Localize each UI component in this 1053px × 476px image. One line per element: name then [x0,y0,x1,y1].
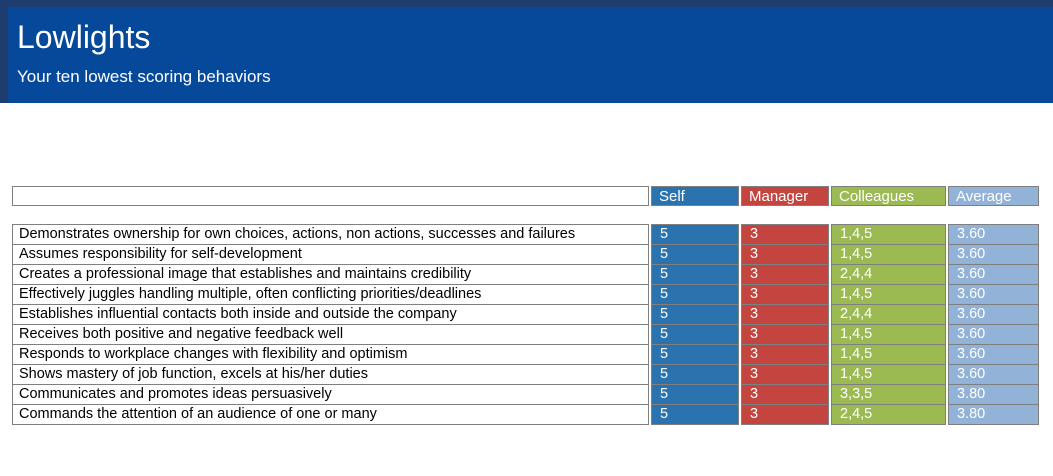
column-header-colleagues: Colleagues [831,186,946,206]
table-row: Establishes influential contacts both in… [12,304,1041,325]
behavior-cell: Responds to workplace changes with flexi… [12,344,649,365]
self-score-cell: 5 [651,324,739,345]
colleagues-score-cell: 2,4,5 [831,404,946,425]
colleagues-score-cell: 1,4,5 [831,224,946,245]
page-title: Lowlights [17,19,151,55]
self-score-cell: 5 [651,304,739,325]
behavior-header-cell-empty [12,186,649,206]
self-score-cell: 5 [651,384,739,405]
colleagues-score-cell: 3,3,5 [831,384,946,405]
manager-score-cell: 3 [741,224,829,245]
average-score-cell: 3.60 [948,284,1039,305]
behavior-cell: Demonstrates ownership for own choices, … [12,224,649,245]
behavior-cell: Creates a professional image that establ… [12,264,649,285]
behavior-cell: Shows mastery of job function, excels at… [12,364,649,385]
table-row: Assumes responsibility for self-developm… [12,244,1041,265]
table-row: Creates a professional image that establ… [12,264,1041,285]
manager-score-cell: 3 [741,264,829,285]
average-score-cell: 3.60 [948,244,1039,265]
behavior-cell: Establishes influential contacts both in… [12,304,649,325]
manager-score-cell: 3 [741,304,829,325]
manager-score-cell: 3 [741,244,829,265]
page-subtitle: Your ten lowest scoring behaviors [17,67,271,86]
average-score-cell: 3.60 [948,364,1039,385]
lowlights-score-table: Self Manager Colleagues Average Demonstr… [12,186,1041,425]
average-score-cell: 3.60 [948,224,1039,245]
manager-score-cell: 3 [741,344,829,365]
colleagues-score-cell: 1,4,5 [831,284,946,305]
average-score-cell: 3.60 [948,304,1039,325]
behavior-cell: Assumes responsibility for self-developm… [12,244,649,265]
self-score-cell: 5 [651,224,739,245]
column-header-manager: Manager [741,186,829,206]
average-score-cell: 3.80 [948,384,1039,405]
self-score-cell: 5 [651,284,739,305]
average-score-cell: 3.60 [948,264,1039,285]
table-row: Effectively juggles handling multiple, o… [12,284,1041,305]
manager-score-cell: 3 [741,324,829,345]
behavior-cell: Commands the attention of an audience of… [12,404,649,425]
manager-score-cell: 3 [741,384,829,405]
column-header-average: Average [948,186,1039,206]
table-header-row: Self Manager Colleagues Average [12,186,1041,206]
table-row: Receives both positive and negative feed… [12,324,1041,345]
colleagues-score-cell: 1,4,5 [831,324,946,345]
colleagues-score-cell: 2,4,4 [831,304,946,325]
average-score-cell: 3.60 [948,324,1039,345]
colleagues-score-cell: 1,4,5 [831,244,946,265]
colleagues-score-cell: 1,4,5 [831,344,946,365]
self-score-cell: 5 [651,244,739,265]
self-score-cell: 5 [651,364,739,385]
average-score-cell: 3.80 [948,404,1039,425]
table-row: Shows mastery of job function, excels at… [12,364,1041,385]
column-header-self: Self [651,186,739,206]
table-row: Commands the attention of an audience of… [12,404,1041,425]
table-row: Communicates and promotes ideas persuasi… [12,384,1041,405]
report-banner: Lowlights Your ten lowest scoring behavi… [0,0,1053,103]
behavior-cell: Receives both positive and negative feed… [12,324,649,345]
self-score-cell: 5 [651,404,739,425]
table-body: Demonstrates ownership for own choices, … [12,224,1041,425]
behavior-cell: Communicates and promotes ideas persuasi… [12,384,649,405]
table-row: Responds to workplace changes with flexi… [12,344,1041,365]
average-score-cell: 3.60 [948,344,1039,365]
self-score-cell: 5 [651,344,739,365]
table-row: Demonstrates ownership for own choices, … [12,224,1041,245]
manager-score-cell: 3 [741,364,829,385]
manager-score-cell: 3 [741,284,829,305]
manager-score-cell: 3 [741,404,829,425]
colleagues-score-cell: 1,4,5 [831,364,946,385]
colleagues-score-cell: 2,4,4 [831,264,946,285]
behavior-cell: Effectively juggles handling multiple, o… [12,284,649,305]
self-score-cell: 5 [651,264,739,285]
